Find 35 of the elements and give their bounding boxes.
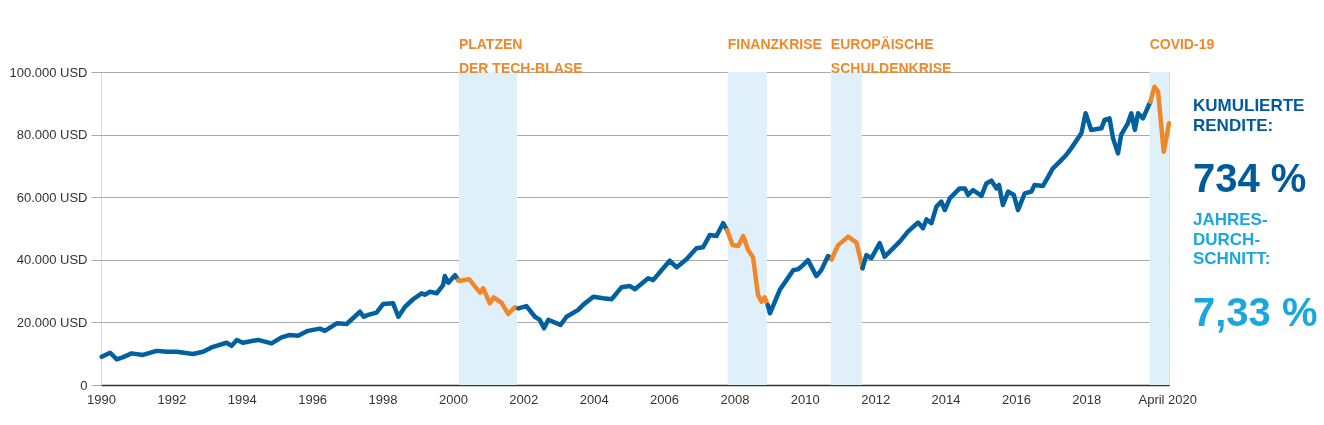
- x-tick-label: 2008: [720, 391, 750, 407]
- x-tick-label: 1998: [368, 391, 398, 407]
- x-tick-label: 2016: [1001, 391, 1031, 407]
- x-tick-label: 1994: [227, 391, 257, 407]
- band-label: FINANZKRISE: [727, 36, 822, 52]
- y-tick-label: 0: [80, 377, 88, 393]
- x-tick-label: 2010: [790, 391, 820, 407]
- text: 734 %: [1193, 156, 1307, 200]
- x-tick-label: 2002: [509, 391, 539, 407]
- text: KUMULIERTE RENDITE:: [1193, 96, 1305, 135]
- band-label: PLATZEN DER TECH-BLASE: [458, 36, 583, 76]
- y-tick-label: 60.000 USD: [16, 189, 88, 205]
- x-tick-label: 2004: [579, 391, 609, 407]
- band-label: COVID-19: [1149, 36, 1215, 52]
- line-series: [99, 272, 461, 362]
- x-tick-label: 2006: [650, 391, 679, 407]
- line-series: [1148, 84, 1172, 155]
- line-series: [516, 220, 730, 331]
- x-tick-label: 2018: [1072, 391, 1102, 407]
- x-tick-label: 2012: [861, 391, 891, 407]
- y-tick-label: 80.000 USD: [16, 127, 88, 143]
- x-tick-label: 1992: [157, 391, 187, 407]
- y-tick-label: 40.000 USD: [16, 252, 88, 268]
- x-tick-label: 1996: [298, 391, 328, 407]
- text: JAHRES- DURCH- SCHNITT:: [1193, 210, 1271, 269]
- x-tick-label: 2000: [438, 391, 468, 407]
- x-tick-label: 2014: [931, 391, 961, 407]
- x-tick-label: 1990: [87, 391, 116, 407]
- y-tick-label: 100.000 USD: [9, 64, 88, 80]
- band-label: EUROPÄISCHE SCHULDENKRISE: [830, 36, 952, 76]
- line-series: [765, 253, 834, 316]
- text: 7,33 %: [1193, 290, 1318, 334]
- y-tick-label: 20.000 USD: [16, 314, 88, 330]
- x-tick-label: April 2020: [1138, 391, 1198, 407]
- line-series: [724, 227, 771, 308]
